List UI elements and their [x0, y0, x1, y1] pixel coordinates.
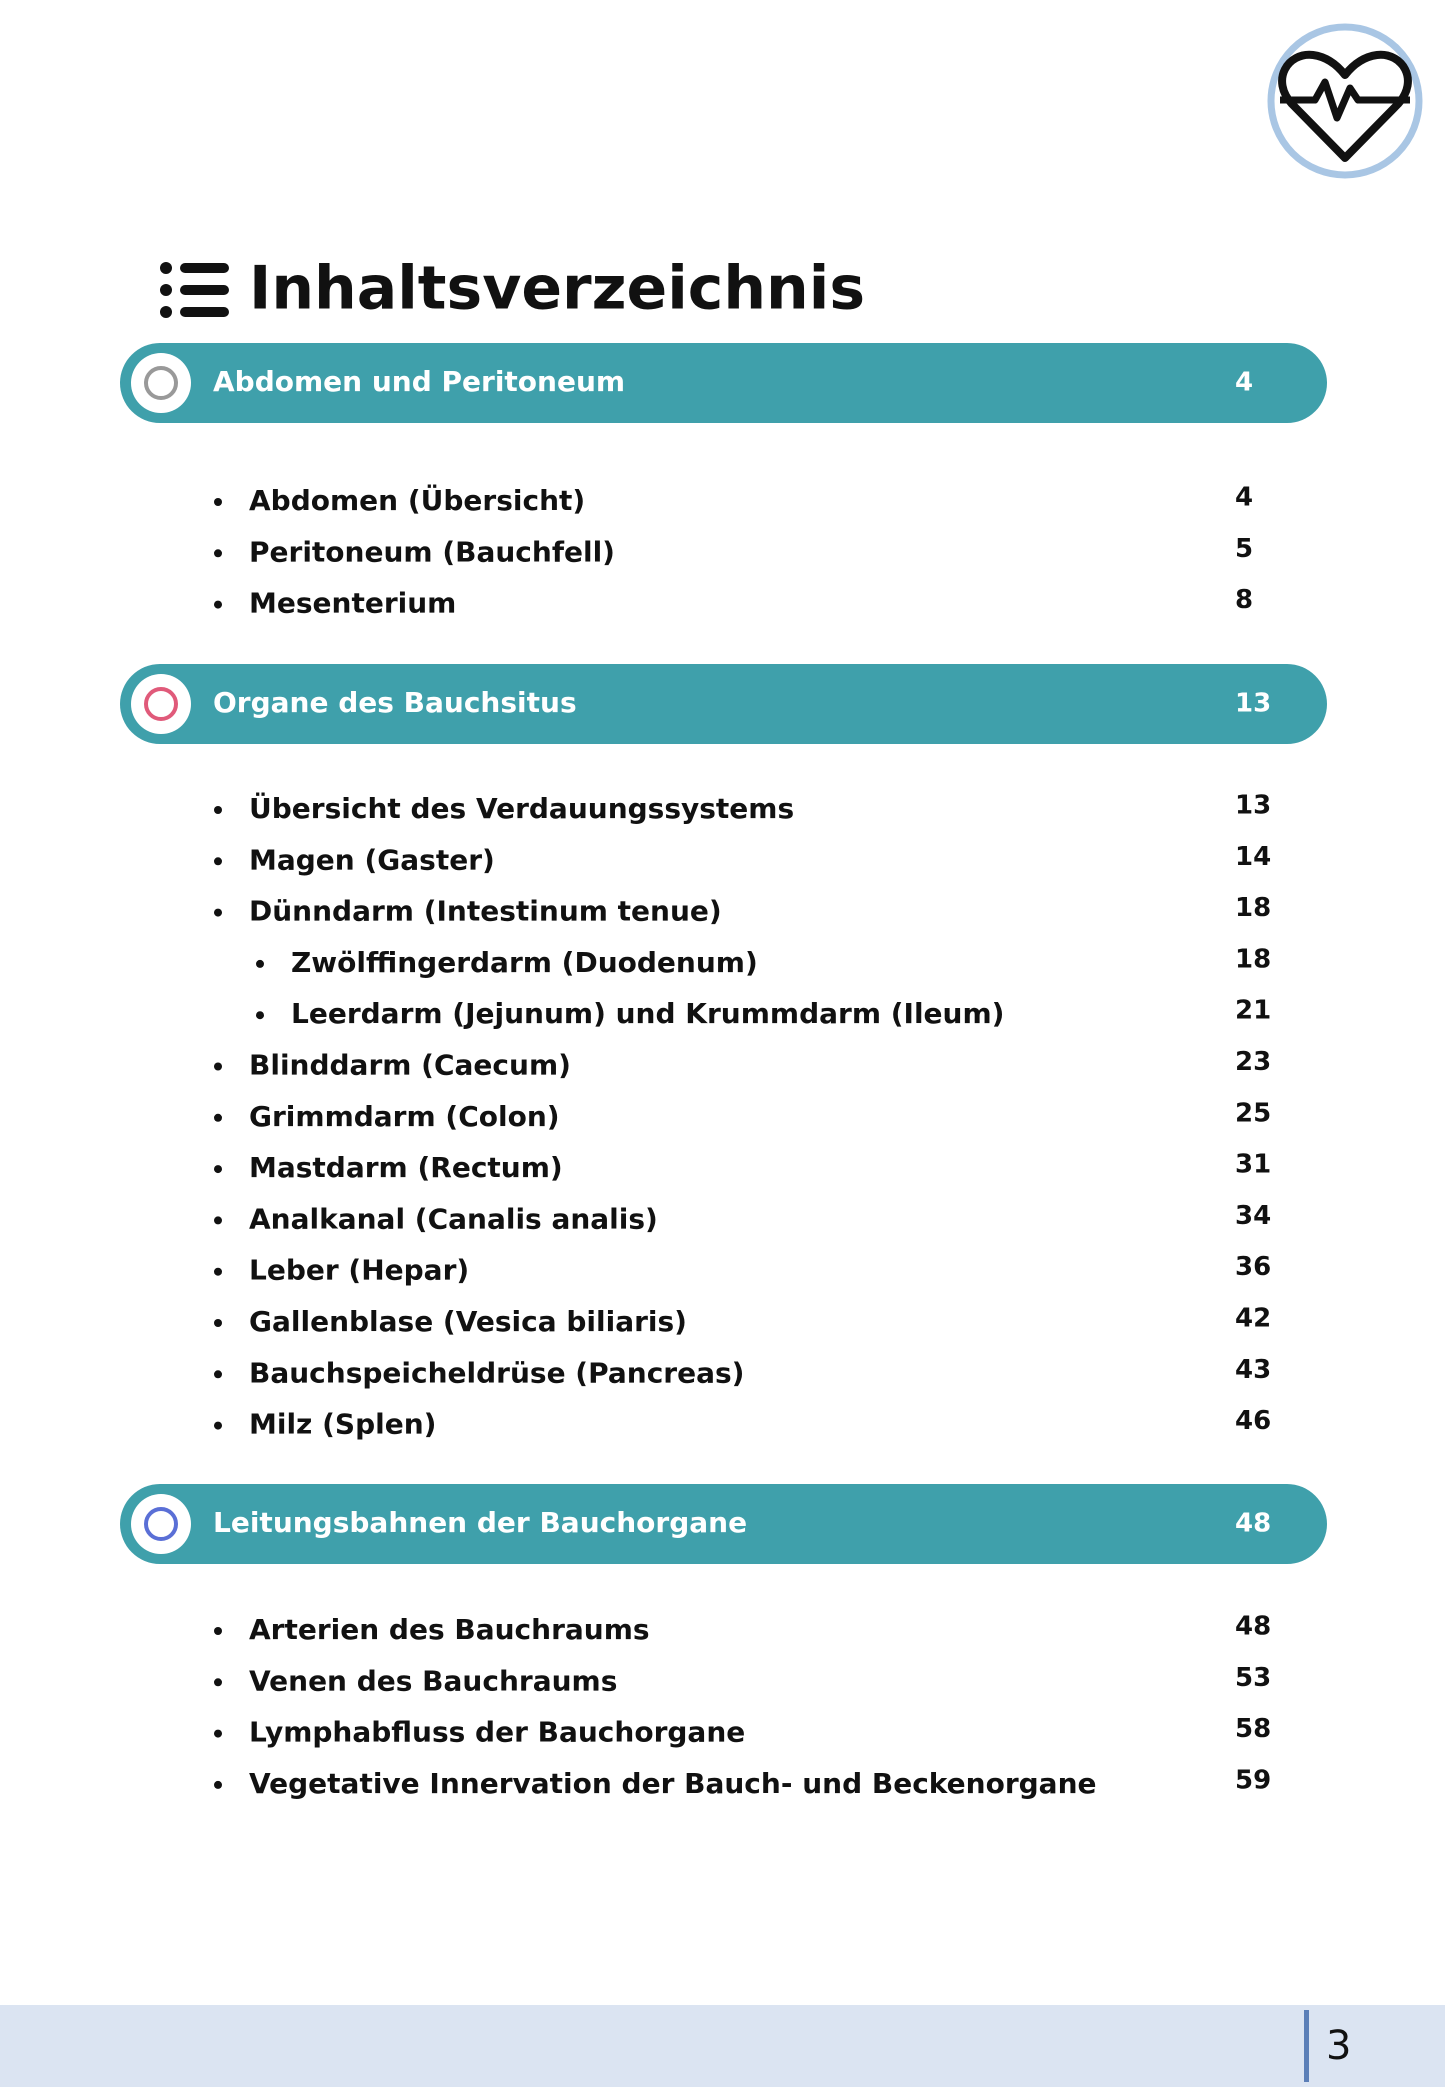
section-title: Abdomen und Peritoneum	[213, 365, 625, 398]
toc-entry: Peritoneum (Bauchfell)	[249, 535, 615, 568]
toc-page: 25	[1235, 1098, 1271, 1128]
toc-entry: Milz (Splen)	[249, 1408, 436, 1441]
section-page: 48	[1235, 1509, 1271, 1539]
toc-entry: Analkanal (Canalis analis)	[249, 1202, 658, 1235]
bullet	[214, 1780, 222, 1789]
toc-entry: Übersicht des Verdauungssystems	[249, 791, 794, 825]
heart-logo	[1267, 23, 1423, 179]
toc-entry: Dünndarm (Intestinum tenue)	[249, 895, 722, 928]
bullet	[214, 1113, 222, 1122]
bullet	[256, 1011, 264, 1020]
section-icon	[131, 674, 191, 734]
bullet	[214, 1370, 222, 1379]
toc-page: 18	[1235, 944, 1271, 974]
toc-page: 46	[1235, 1406, 1271, 1436]
toc-entry: Abdomen (Übersicht)	[249, 483, 585, 517]
toc-entry: Gallenblase (Vesica biliaris)	[249, 1305, 687, 1338]
toc-page: 58	[1235, 1714, 1271, 1744]
bullet	[214, 1678, 222, 1687]
bullet	[214, 857, 222, 866]
page-title: Inhaltsverzeichnis	[249, 254, 865, 324]
toc-page: 13	[1235, 791, 1271, 821]
section-title: Organe des Bauchsitus	[213, 686, 577, 719]
toc-page: 43	[1235, 1355, 1271, 1385]
section-icon-glyph	[144, 366, 178, 400]
toc-page: 36	[1235, 1252, 1271, 1282]
toc-page: 14	[1235, 842, 1271, 872]
bullet	[214, 1165, 222, 1174]
toc-page: 4	[1235, 483, 1253, 513]
section-title: Leitungsbahnen der Bauchorgane	[213, 1506, 747, 1539]
bullet	[214, 908, 222, 917]
page-number: 3	[1326, 2023, 1351, 2069]
toc-page: 48	[1235, 1612, 1271, 1642]
footer-divider	[1304, 2010, 1309, 2082]
bullet	[256, 959, 264, 968]
toc-entry: Blinddarm (Caecum)	[249, 1049, 571, 1082]
toc-page: 8	[1235, 585, 1253, 615]
bullet	[214, 1421, 222, 1430]
section-bar	[120, 1484, 1327, 1564]
toc-page: 23	[1235, 1047, 1271, 1077]
toc-entry: Mastdarm (Rectum)	[249, 1151, 563, 1184]
toc-entry: Venen des Bauchraums	[249, 1664, 617, 1697]
section-bar	[120, 343, 1327, 423]
footer	[0, 2005, 1445, 2087]
toc-page: 42	[1235, 1304, 1271, 1334]
bullet	[214, 1627, 222, 1635]
toc-entry: Magen (Gaster)	[249, 843, 495, 876]
section-icon	[131, 1494, 191, 1554]
section-bar	[120, 664, 1327, 744]
toc-page: 34	[1235, 1201, 1271, 1231]
toc-page: 5	[1235, 534, 1253, 564]
toc-entry: Lymphabfluss der Bauchorgane	[249, 1716, 745, 1749]
bullet	[214, 1319, 222, 1327]
section-page: 13	[1235, 689, 1271, 719]
toc-page: 59	[1235, 1765, 1271, 1795]
bullet	[214, 1062, 222, 1071]
toc-page: 31	[1235, 1150, 1271, 1180]
toc-page: 21	[1235, 996, 1271, 1026]
bullet	[214, 549, 222, 558]
list-icon	[160, 262, 229, 318]
toc-entry: Leber (Hepar)	[249, 1254, 469, 1287]
section-icon-glyph	[144, 1507, 178, 1541]
section-page: 4	[1235, 368, 1253, 398]
toc-entry: Leerdarm (Jejunum) und Krummdarm (Ileum)	[291, 997, 1004, 1030]
bullet	[214, 806, 222, 814]
toc-entry: Mesenterium	[249, 587, 456, 620]
bullet	[214, 1729, 222, 1738]
toc-page: 53	[1235, 1663, 1271, 1693]
toc-entry: Zwölffingerdarm (Duodenum)	[291, 946, 758, 979]
section-icon	[131, 353, 191, 413]
bullet	[214, 498, 222, 506]
bullet	[214, 1267, 222, 1276]
toc-entry: Grimmdarm (Colon)	[249, 1100, 560, 1133]
toc-entry: Bauchspeicheldrüse (Pancreas)	[249, 1356, 744, 1389]
section-icon-glyph	[144, 687, 178, 721]
toc-page: 18	[1235, 893, 1271, 923]
toc-entry: Vegetative Innervation der Bauch- und Be…	[249, 1767, 1097, 1800]
bullet	[214, 600, 222, 609]
bullet	[214, 1216, 222, 1225]
toc-entry: Arterien des Bauchraums	[249, 1613, 650, 1646]
